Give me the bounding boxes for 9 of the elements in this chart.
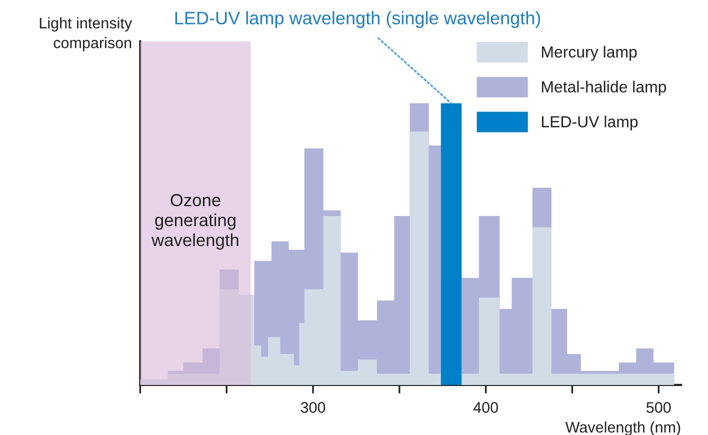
x-tick-label: 400 bbox=[473, 402, 498, 413]
legend-label: LED-UV lamp bbox=[542, 116, 638, 131]
annotation: LED-UV lamp wavelength (single wavelength) bbox=[175, 11, 540, 28]
y-axis-title: Light intensity comparison bbox=[40, 17, 132, 52]
legend-label: Mercury lamp bbox=[542, 46, 637, 61]
band-label: Ozone generating wavelength bbox=[152, 194, 238, 250]
x-tick-label: 300 bbox=[300, 402, 326, 413]
legend-label: Metal-halide lamp bbox=[542, 80, 666, 96]
x-tick-label: 500 bbox=[646, 402, 671, 413]
